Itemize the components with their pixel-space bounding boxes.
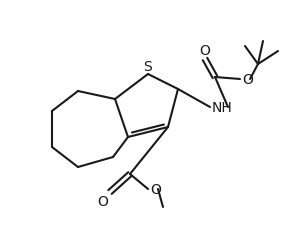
Text: O: O [242, 73, 253, 87]
Text: O: O [97, 194, 108, 208]
Text: O: O [150, 182, 161, 196]
Text: S: S [144, 60, 152, 74]
Text: O: O [200, 44, 210, 58]
Text: NH: NH [212, 101, 233, 114]
